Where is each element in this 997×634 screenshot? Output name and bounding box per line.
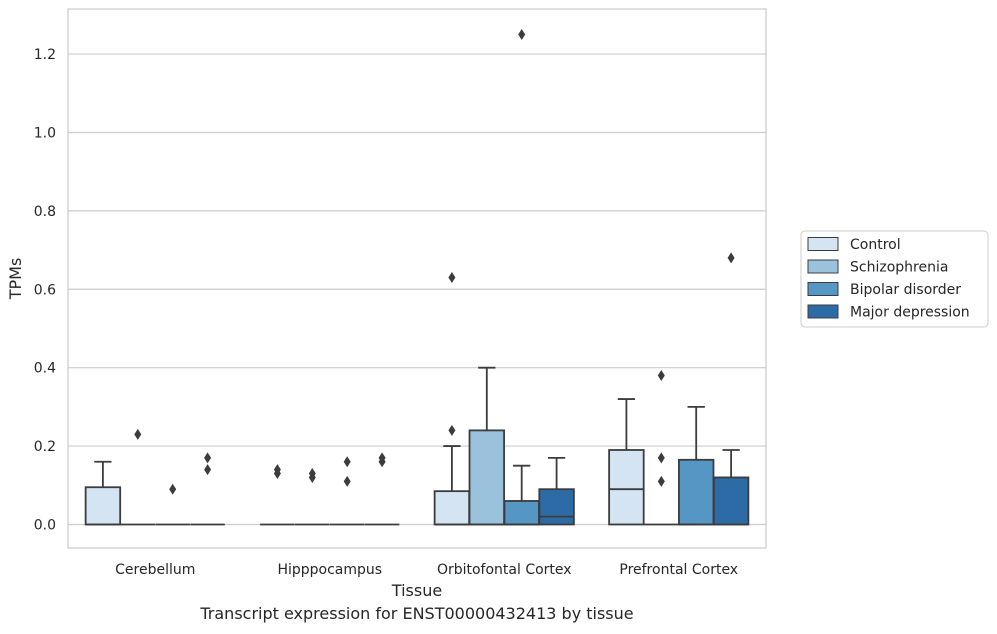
- outlier-point: [448, 272, 456, 284]
- box-0-3: [190, 452, 225, 526]
- box-plots: [84, 28, 750, 526]
- legend-label: Schizophrenia: [850, 260, 948, 276]
- legend-label: Bipolar disorder: [850, 282, 961, 298]
- outlier-point: [343, 475, 351, 487]
- y-tick-label: 0.6: [34, 282, 56, 298]
- y-axis-label: TPMs: [6, 258, 25, 301]
- box-3-0: [608, 398, 645, 526]
- plot-frame: [67, 8, 767, 549]
- outlier-point: [204, 464, 212, 476]
- y-axis-ticks: 0.0 0.2 0.4 0.6 0.8 1.0 1.2: [34, 47, 56, 533]
- box-body: [433, 490, 471, 526]
- x-tick-label: Cerebellum: [115, 562, 195, 578]
- y-tick-label: 1.0: [34, 125, 56, 141]
- box-3-3: [712, 252, 750, 526]
- legend-swatch: [807, 237, 839, 251]
- box-0-2: [155, 483, 190, 526]
- box-3-2: [678, 405, 715, 526]
- box-1-0: [260, 464, 295, 526]
- outlier-point: [308, 468, 316, 480]
- outlier-point: [273, 464, 281, 476]
- outlier-point: [727, 252, 735, 264]
- outlier-point: [343, 456, 351, 468]
- y-tick-label: 0.4: [34, 361, 56, 377]
- outlier-point: [518, 28, 526, 40]
- x-axis-ticks: Cerebellum Hipppocampus Orbitofontal Corte…: [115, 562, 738, 578]
- legend-label: Major depression: [850, 305, 970, 321]
- box-1-1: [295, 468, 330, 526]
- box-2-2: [503, 28, 540, 526]
- box-body: [678, 458, 715, 526]
- outlier-point: [378, 452, 386, 464]
- box-3-1: [644, 370, 679, 526]
- chart-caption: Transcript expression for ENST0000043241…: [200, 604, 634, 623]
- legend-swatch: [807, 282, 839, 296]
- legend-swatch: [807, 259, 839, 274]
- legend-label: Control: [850, 237, 901, 253]
- box-body: [468, 429, 505, 526]
- x-tick-label: Hipppocampus: [277, 562, 382, 578]
- x-tick-label: Prefrontal Cortex: [619, 562, 738, 578]
- box-0-1: [120, 428, 156, 526]
- y-tick-label: 0.0: [34, 517, 56, 533]
- outlier-point: [169, 483, 177, 495]
- box-1-2: [329, 456, 365, 526]
- outlier-point: [657, 370, 665, 382]
- box-2-1: [468, 366, 505, 526]
- outlier-point: [448, 424, 456, 436]
- x-axis-label: Tissue: [391, 581, 442, 600]
- y-tick-label: 0.8: [34, 204, 56, 220]
- box-0-0: [84, 460, 122, 526]
- outlier-point: [134, 428, 142, 440]
- legend: Control Schizophrenia Bipolar disorder Majo…: [800, 230, 989, 328]
- box-body: [503, 500, 540, 526]
- outlier-point: [657, 452, 665, 464]
- box-2-3: [538, 456, 575, 526]
- legend-frame: [800, 230, 989, 328]
- box-1-3: [364, 452, 400, 526]
- y-tick-label: 0.2: [34, 439, 56, 455]
- box-body: [538, 488, 575, 526]
- box-body: [84, 486, 122, 526]
- box-body: [608, 449, 645, 526]
- outlier-point: [657, 475, 665, 487]
- outlier-point: [204, 452, 212, 464]
- x-tick-label: Orbitofontal Cortex: [437, 562, 572, 578]
- grid-lines: [68, 53, 766, 526]
- box-body: [712, 476, 750, 526]
- y-tick-label: 1.2: [34, 47, 56, 63]
- legend-swatch: [807, 304, 839, 319]
- box-2-0: [433, 272, 471, 526]
